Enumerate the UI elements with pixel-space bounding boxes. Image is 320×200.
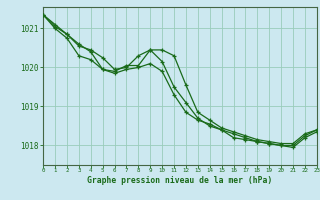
X-axis label: Graphe pression niveau de la mer (hPa): Graphe pression niveau de la mer (hPa): [87, 176, 273, 185]
